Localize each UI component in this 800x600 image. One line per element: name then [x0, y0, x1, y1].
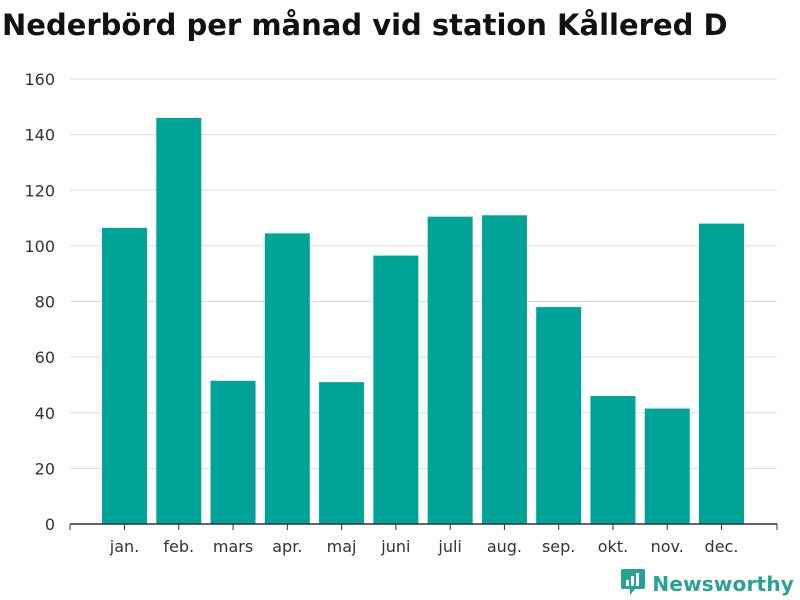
- bar: [644, 408, 690, 524]
- chart-title: Nederbörd per månad vid station Kållered…: [2, 8, 728, 42]
- x-tick-label: juli: [437, 537, 461, 556]
- y-tick-label: 120: [24, 181, 55, 200]
- x-tick-label: feb.: [163, 537, 194, 556]
- bars: [102, 117, 744, 524]
- x-tick-label: jan.: [109, 537, 139, 556]
- bar: [319, 382, 365, 524]
- y-tick-label: 160: [24, 70, 55, 89]
- bar: [536, 307, 582, 524]
- bar: [590, 396, 636, 524]
- x-axis-ticks: jan. feb. mars apr. maj juni juli aug. sep. okt. n…: [109, 537, 739, 556]
- y-tick-label: 140: [24, 126, 55, 145]
- newsworthy-logo-icon: [620, 568, 646, 600]
- x-axis: [69, 523, 778, 530]
- x-tick-label: dec.: [705, 537, 739, 556]
- bar: [264, 233, 310, 524]
- x-tick-label: mars: [213, 537, 253, 556]
- bar: [156, 117, 202, 524]
- x-tick-label: aug.: [487, 537, 522, 556]
- y-tick-label: 80: [35, 293, 55, 312]
- x-tick-label: nov.: [651, 537, 684, 556]
- y-tick-label: 40: [35, 404, 55, 423]
- bar: [210, 380, 256, 524]
- brand-name: Newsworthy: [652, 572, 794, 596]
- bar: [373, 255, 419, 524]
- brand: Newsworthy: [620, 568, 794, 600]
- y-tick-label: 100: [24, 237, 55, 256]
- x-tick-label: juni: [380, 537, 410, 556]
- bar: [481, 215, 527, 524]
- y-tick-label: 0: [45, 515, 55, 534]
- x-tick-label: sep.: [542, 537, 575, 556]
- x-tick-label: okt.: [598, 537, 628, 556]
- bar: [427, 216, 473, 524]
- bar: [699, 223, 744, 524]
- x-tick-label: apr.: [272, 537, 302, 556]
- bar: [102, 227, 147, 524]
- x-tick-label: maj: [327, 537, 357, 556]
- y-tick-label: 20: [35, 459, 55, 478]
- y-axis-ticks: 0 20 40 60 80 100 120 140 160: [24, 70, 55, 534]
- y-tick-label: 60: [35, 348, 55, 367]
